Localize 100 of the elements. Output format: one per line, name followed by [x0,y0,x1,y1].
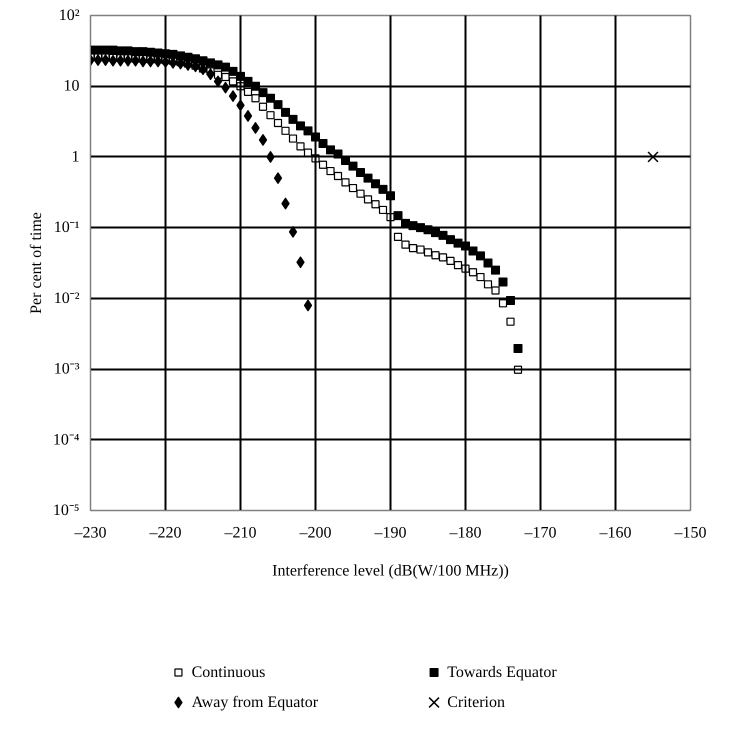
point [334,150,342,158]
point [371,179,380,188]
x-tick-label: –230 [74,524,106,542]
point [408,244,418,252]
point [281,198,290,210]
point [348,184,358,192]
point [251,122,260,134]
point [348,162,358,171]
point [476,272,485,282]
point [386,191,395,200]
y-tick-label: 10⁻⁴ [52,431,80,448]
point [318,138,328,148]
point [304,299,312,312]
point [356,168,365,177]
point [244,110,252,122]
point [108,54,118,62]
point [296,142,305,150]
point [498,299,508,308]
point [296,121,305,130]
point [334,172,342,180]
point [244,88,252,96]
legend-label: Criterion [447,694,505,711]
x-tick-label: –160 [598,524,632,542]
point [498,278,508,287]
point [416,245,425,254]
point [214,70,222,79]
point [311,154,320,162]
y-tick-label: 10⁻² [54,290,80,307]
point [461,264,470,273]
point [506,318,515,326]
x-tick-label: –180 [448,524,482,542]
x-tick-label: –220 [148,524,182,542]
point [438,253,448,262]
point [454,238,462,248]
point [288,226,298,238]
x-tick-label: –170 [524,524,556,542]
point [274,118,282,128]
point [378,184,388,194]
point [266,111,275,120]
point [446,235,455,244]
x-tick-label: –150 [674,524,706,542]
point [274,100,282,110]
point [228,77,238,86]
point [221,82,230,94]
point [468,268,478,276]
point [274,172,282,184]
point [514,366,522,374]
y-tick-label: 1 [72,148,80,166]
y-tick-label: 10⁻¹ [54,219,80,236]
x-axis-title: Interference level (dB(W/100 MHz)) [272,562,509,580]
point [296,256,305,268]
point [484,258,492,268]
point [281,108,290,117]
y-tick-label: 10 [64,78,80,95]
point [401,240,410,249]
point [288,114,298,124]
point [364,174,372,183]
point [461,242,470,251]
y-tick-label: 10⁻³ [54,360,80,378]
point [206,67,215,76]
point [468,246,478,256]
x-tick-label: –200 [298,524,332,542]
point [221,62,230,72]
point [431,251,440,260]
point [438,230,448,240]
point [221,72,230,82]
point [258,102,268,111]
point [506,296,515,305]
point [454,261,462,270]
point [258,134,268,146]
point [251,94,260,102]
point [386,212,395,222]
point [326,145,335,154]
x-tick-label: –210 [224,524,256,542]
point [311,132,320,142]
point [491,266,500,275]
point [304,126,312,136]
point [446,256,455,265]
point [288,134,298,143]
point [356,190,365,198]
point [326,166,335,176]
point [484,280,492,288]
point [198,64,208,73]
point [228,90,238,102]
point [258,88,268,98]
point [394,232,402,241]
legend-label: Away from Equator [192,694,319,711]
y-tick-label: 10² [58,7,80,24]
legend-label: Continuous [192,664,266,681]
point [371,200,380,208]
point [378,206,388,214]
point [236,99,245,112]
point [476,251,485,260]
legend-label: Towards Equator [447,664,558,681]
point [318,160,328,169]
point [228,66,238,76]
point [647,151,659,163]
point [491,286,500,295]
point [341,178,350,186]
point [266,150,275,163]
